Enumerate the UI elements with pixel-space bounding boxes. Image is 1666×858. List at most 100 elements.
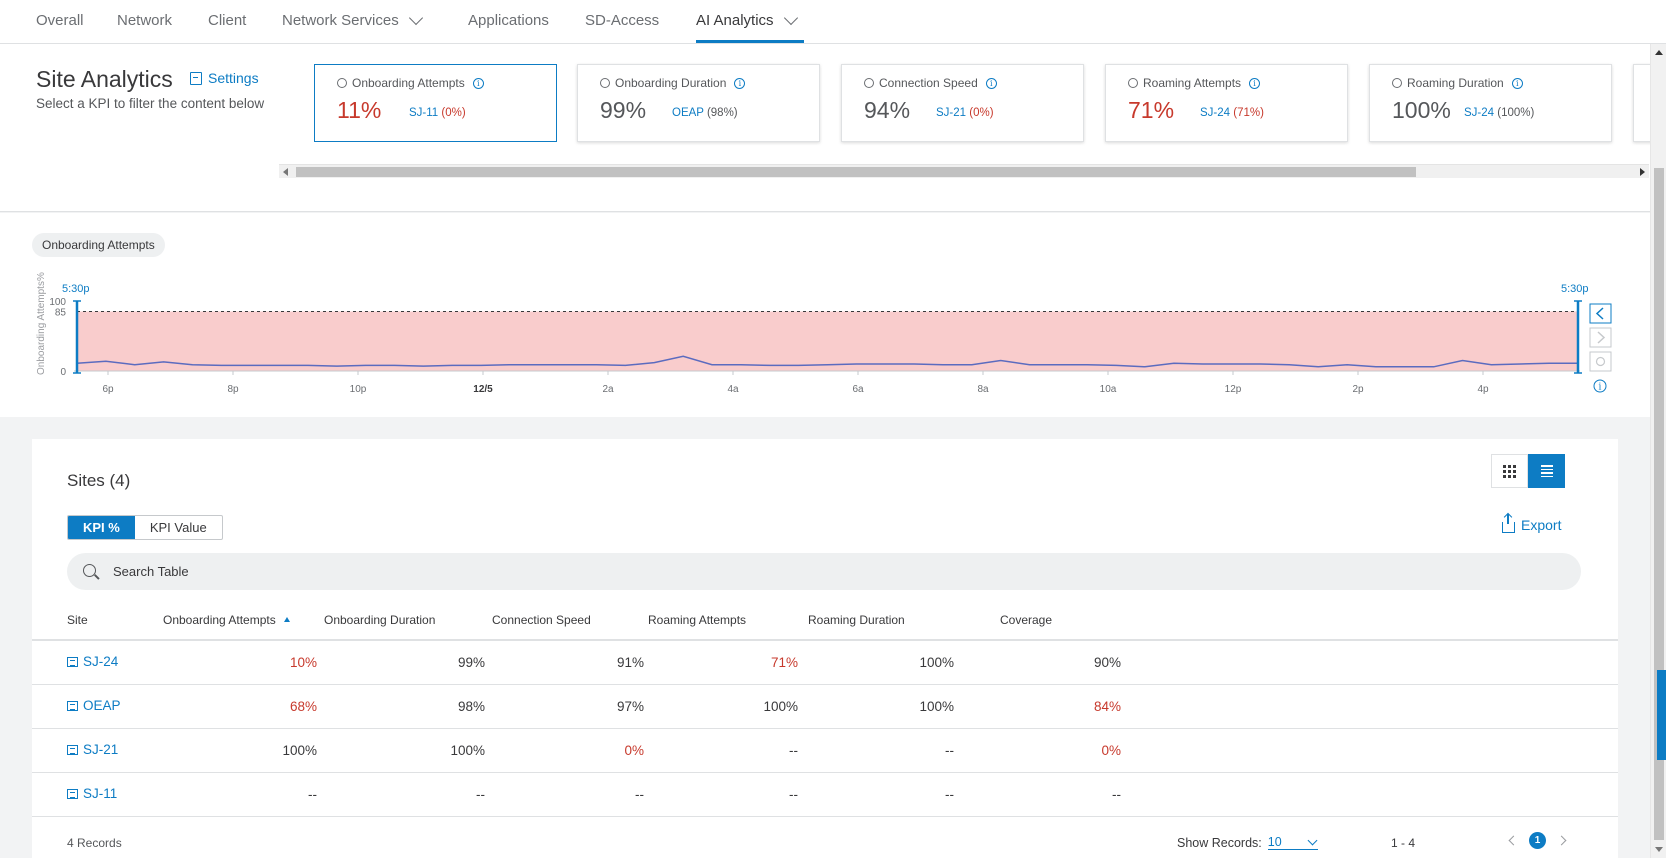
- tab-sd-access[interactable]: SD-Access: [585, 12, 659, 29]
- scrollbar-thumb[interactable]: [296, 167, 1416, 177]
- kpi-site-link[interactable]: OEAP: [672, 107, 704, 119]
- site-link[interactable]: SJ-24: [67, 654, 118, 669]
- table-cell: 99%: [457, 655, 485, 670]
- info-icon[interactable]: i: [734, 77, 746, 89]
- search-icon: [83, 564, 96, 577]
- kpi-card-roaming-attempts[interactable]: Roaming Attempts i 71% SJ-24 (71%): [1105, 64, 1348, 142]
- scroll-right-arrow-icon[interactable]: [1640, 168, 1645, 176]
- chart-reset-button[interactable]: [1589, 351, 1612, 372]
- y-axis-label: Onboarding Attempts%: [36, 272, 47, 375]
- table-cell: --: [635, 787, 644, 802]
- scroll-down-arrow-icon[interactable]: [1655, 847, 1663, 852]
- chart-info-icon[interactable]: i: [1593, 379, 1607, 393]
- column-header-onboarding-attempts[interactable]: Onboarding Attempts: [163, 613, 290, 627]
- kpi-site-link[interactable]: SJ-24: [1200, 107, 1231, 119]
- site-link[interactable]: SJ-11: [67, 786, 117, 801]
- info-icon[interactable]: i: [472, 77, 484, 89]
- tab-label: Client: [208, 12, 247, 29]
- kpi-name: Roaming Duration: [1407, 76, 1504, 90]
- kpi-site-link[interactable]: SJ-11: [409, 107, 439, 119]
- show-records-select[interactable]: 10: [1267, 835, 1318, 850]
- x-tick-label: 8a: [977, 384, 989, 395]
- table-cell: --: [308, 787, 317, 802]
- x-tick-label: 8p: [227, 384, 239, 395]
- site-name: SJ-21: [83, 742, 119, 757]
- next-page-icon[interactable]: [1556, 835, 1567, 846]
- trend-chart-panel: Onboarding Attempts Onboarding Attempts%…: [0, 213, 1650, 417]
- table-row[interactable]: OEAP 68% 98% 97% 100% 100% 84%: [32, 685, 1618, 729]
- info-icon[interactable]: i: [1511, 77, 1523, 89]
- table-row[interactable]: SJ-21 100% 100% 0% -- -- 0%: [32, 729, 1618, 773]
- site-link[interactable]: OEAP: [67, 698, 121, 713]
- column-header-connection-speed[interactable]: Connection Speed: [492, 613, 591, 627]
- info-icon[interactable]: i: [1249, 77, 1261, 89]
- kpi-name: Connection Speed: [879, 76, 978, 90]
- export-button[interactable]: Export: [1502, 513, 1561, 533]
- column-header-roaming-duration[interactable]: Roaming Duration: [808, 613, 905, 627]
- list-view-button[interactable]: [1528, 454, 1565, 488]
- scroll-left-arrow-icon[interactable]: [283, 168, 288, 176]
- table-cell: --: [945, 787, 954, 802]
- pagination: 1: [1508, 832, 1567, 849]
- chevron-down-icon: [408, 10, 423, 26]
- x-tick-label: 2a: [602, 384, 614, 395]
- tab-ai-analytics[interactable]: AI Analytics: [696, 10, 798, 29]
- column-header-onboarding-duration[interactable]: Onboarding Duration: [324, 613, 436, 627]
- kpi-site-link[interactable]: SJ-21: [936, 107, 967, 119]
- x-tick-label: 6a: [852, 384, 864, 395]
- column-header-roaming-attempts[interactable]: Roaming Attempts: [648, 613, 747, 627]
- table-row[interactable]: SJ-11 -- -- -- -- -- --: [32, 773, 1618, 817]
- kpi-name: Onboarding Attempts: [352, 76, 465, 90]
- settings-link[interactable]: Settings: [190, 70, 259, 86]
- tab-network[interactable]: Network: [117, 12, 172, 29]
- kpi-value: 71%: [1128, 97, 1175, 123]
- chart-prev-button[interactable]: [1589, 303, 1612, 324]
- kpi-value: 11%: [337, 97, 382, 123]
- prev-page-icon[interactable]: [1508, 835, 1519, 846]
- tab-applications[interactable]: Applications: [468, 12, 549, 29]
- page-number[interactable]: 1: [1529, 832, 1546, 849]
- y-tick-label: 100: [49, 297, 66, 308]
- table-cell: 84%: [1093, 699, 1121, 714]
- column-header-coverage[interactable]: Coverage: [1000, 613, 1053, 627]
- tab-label: Overall: [36, 12, 84, 29]
- tab-label: Applications: [468, 12, 549, 29]
- chevron-down-icon: [783, 10, 798, 26]
- kpi-card-connection-speed[interactable]: Connection Speed i 94% SJ-21 (0%): [841, 64, 1084, 142]
- kpi-percent-button[interactable]: KPI %: [68, 516, 135, 539]
- active-tab-indicator: [696, 40, 804, 43]
- page-vertical-scrollbar[interactable]: [1650, 44, 1666, 858]
- kpi-value-button[interactable]: KPI Value: [149, 520, 207, 535]
- kpi-card-onboarding-attempts[interactable]: Onboarding Attempts i 11% SJ-11 (0%): [314, 64, 557, 142]
- kpi-worst-site: SJ-24 (71%): [1200, 107, 1264, 119]
- kpi-site-pct: (98%): [706, 107, 738, 119]
- scroll-indicator: [1657, 670, 1666, 760]
- scrollbar-thumb[interactable]: [1654, 168, 1664, 840]
- info-icon[interactable]: i: [985, 77, 997, 89]
- table-cell: --: [945, 743, 954, 758]
- tab-client[interactable]: Client: [208, 12, 246, 29]
- tab-label: Network: [117, 12, 173, 29]
- table-cell: 71%: [770, 655, 798, 670]
- grid-view-button[interactable]: [1491, 454, 1528, 488]
- kpi-worst-site: OEAP (98%): [672, 107, 738, 119]
- site-link[interactable]: SJ-21: [67, 742, 118, 757]
- table-row[interactable]: SJ-24 10% 99% 91% 71% 100% 90%: [32, 641, 1618, 685]
- column-header-site[interactable]: Site: [67, 613, 88, 627]
- scroll-up-arrow-icon[interactable]: [1655, 50, 1663, 55]
- chart-next-button[interactable]: [1589, 327, 1612, 348]
- tab-overall[interactable]: Overall: [36, 12, 84, 29]
- tab-network-services[interactable]: Network Services: [282, 10, 423, 29]
- sort-ascending-icon: [283, 617, 290, 622]
- kpi-horizontal-scrollbar[interactable]: [279, 164, 1649, 178]
- series-line: [76, 355, 1578, 368]
- kpi-mode-toggle: KPI % KPI Value: [67, 515, 223, 540]
- kpi-site-link[interactable]: SJ-24: [1464, 107, 1495, 119]
- search-input[interactable]: [113, 553, 1513, 590]
- table-cell: 97%: [616, 699, 644, 714]
- kpi-card-roaming-duration[interactable]: Roaming Duration i 100% SJ-24 (100%): [1369, 64, 1612, 142]
- kpi-card-onboarding-duration[interactable]: Onboarding Duration i 99% OEAP (98%): [577, 64, 820, 142]
- x-axis-ticks: 6p 8p 10p 12/5 2a 4a 6a 8a 10a 12p 2p 4p: [102, 371, 1489, 395]
- table-cell: --: [476, 787, 485, 802]
- range-end-label: 5:30p: [1561, 283, 1589, 295]
